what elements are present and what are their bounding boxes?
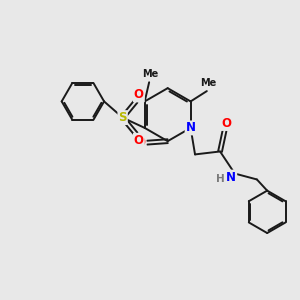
- Text: N: N: [186, 122, 196, 134]
- Text: Me: Me: [200, 78, 216, 88]
- Text: N: N: [226, 171, 236, 184]
- Text: O: O: [221, 117, 231, 130]
- Text: Me: Me: [142, 69, 159, 79]
- Text: S: S: [118, 111, 127, 124]
- Text: O: O: [136, 136, 146, 149]
- Text: O: O: [134, 88, 144, 101]
- Text: H: H: [216, 174, 225, 184]
- Text: O: O: [134, 134, 144, 147]
